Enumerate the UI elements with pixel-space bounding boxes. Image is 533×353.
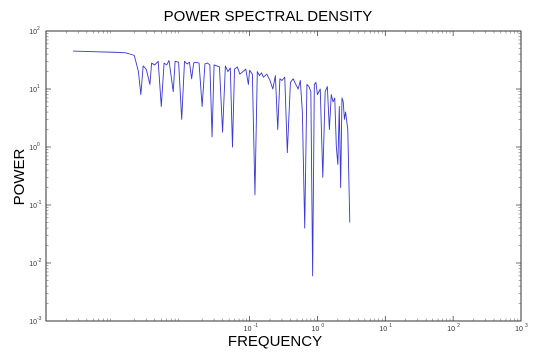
y-tick-label: 10 xyxy=(29,261,37,268)
y-tick-exponent: 2 xyxy=(37,26,40,32)
x-tick-label: 10 xyxy=(244,326,252,333)
y-axis-label: POWER xyxy=(11,149,28,206)
x-tick-exponent: 3 xyxy=(525,323,528,329)
series-layer xyxy=(72,50,351,277)
y-tick-label: 10 xyxy=(29,145,37,152)
x-tick-label: 10 xyxy=(312,326,320,333)
y-tick-label: 10 xyxy=(29,319,37,326)
x-tick-label: 10 xyxy=(379,326,387,333)
x-tick-exponent: 0 xyxy=(321,323,324,329)
plot-frame xyxy=(45,30,522,322)
y-tick-exponent: -1 xyxy=(37,200,42,206)
x-tick-exponent: 2 xyxy=(457,323,460,329)
x-tick-exponent: 1 xyxy=(389,323,392,329)
y-tick-exponent: -3 xyxy=(37,316,42,322)
x-tick-label: 10 xyxy=(515,326,523,333)
y-tick-exponent: 0 xyxy=(37,142,40,148)
x-axis-label: FREQUENCY xyxy=(228,333,322,350)
y-tick-label: 10 xyxy=(29,203,37,210)
y-tick-label: 10 xyxy=(29,87,37,94)
x-tick-label: 10 xyxy=(447,326,455,333)
y-tick-exponent: -2 xyxy=(37,258,42,264)
plot-area xyxy=(45,30,522,322)
y-tick-label: 10 xyxy=(29,29,37,36)
x-tick-exponent: -1 xyxy=(254,323,259,329)
chart-title: POWER SPECTRAL DENSITY xyxy=(164,8,373,25)
psd-series-line xyxy=(72,50,351,277)
x-axis-ticks: 10 -1 10 0 10 1 10 2 10 3 xyxy=(66,31,528,333)
y-tick-exponent: 1 xyxy=(37,84,40,90)
